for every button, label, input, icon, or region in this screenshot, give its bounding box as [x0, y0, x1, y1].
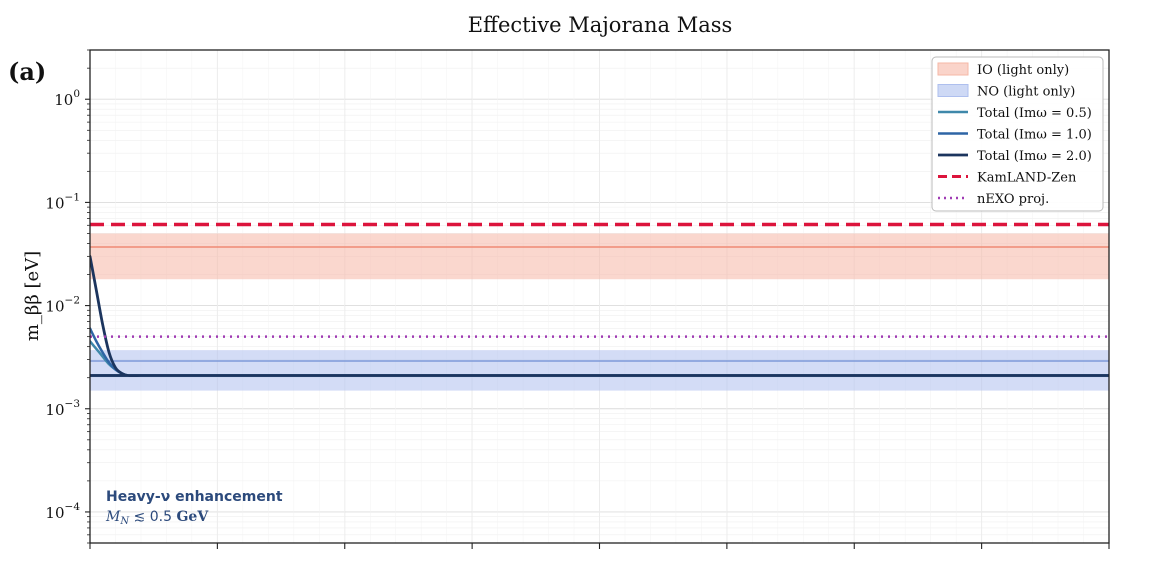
panel-label: (a): [8, 57, 46, 86]
annotation-mass-value: ≲ 0.5: [129, 509, 176, 525]
annotation-mass-unit: GeV: [176, 509, 209, 525]
band-layer: [90, 233, 1109, 391]
axis-ticks: 100 10−1 10−2 10−3 10−4: [45, 49, 1110, 549]
series-line: [90, 254, 1109, 378]
y-tick-label: 10−1: [45, 191, 80, 212]
y-axis-label: m_ββ [eV]: [22, 251, 43, 341]
series-layer: [90, 222, 1109, 378]
y-tick-label: 10−4: [45, 501, 80, 522]
y-tick-label: 100: [54, 88, 80, 109]
legend-label: Total (Imω = 1.0): [977, 128, 1092, 143]
chart-title: Effective Majorana Mass: [468, 13, 733, 37]
y-tick-label: 10−3: [45, 398, 80, 419]
band-fill: [90, 350, 1109, 391]
legend-label: Total (Imω = 2.0): [977, 149, 1092, 164]
annotation-title: Heavy-ν enhancement: [106, 489, 283, 505]
legend-swatch: [937, 62, 969, 76]
y-tick-label: 10−2: [45, 295, 80, 316]
band-fill: [90, 233, 1109, 280]
legend: IO (light only) NO (light only) Total (Imω…: [931, 56, 1104, 212]
legend-swatch: [937, 84, 969, 97]
legend-label: nEXO proj.: [977, 192, 1049, 207]
annotation-mass-symbol: M: [105, 509, 121, 525]
annotation-mass-subscript: N: [119, 516, 130, 527]
legend-label: NO (light only): [977, 85, 1075, 100]
legend-label: KamLAND-Zen: [977, 171, 1077, 186]
legend-box: [931, 56, 1104, 212]
annotation-mass-limit: MN ≲ 0.5 GeV: [105, 509, 209, 527]
legend-label: IO (light only): [977, 63, 1069, 78]
legend-label: Total (Imω = 0.5): [977, 106, 1092, 121]
